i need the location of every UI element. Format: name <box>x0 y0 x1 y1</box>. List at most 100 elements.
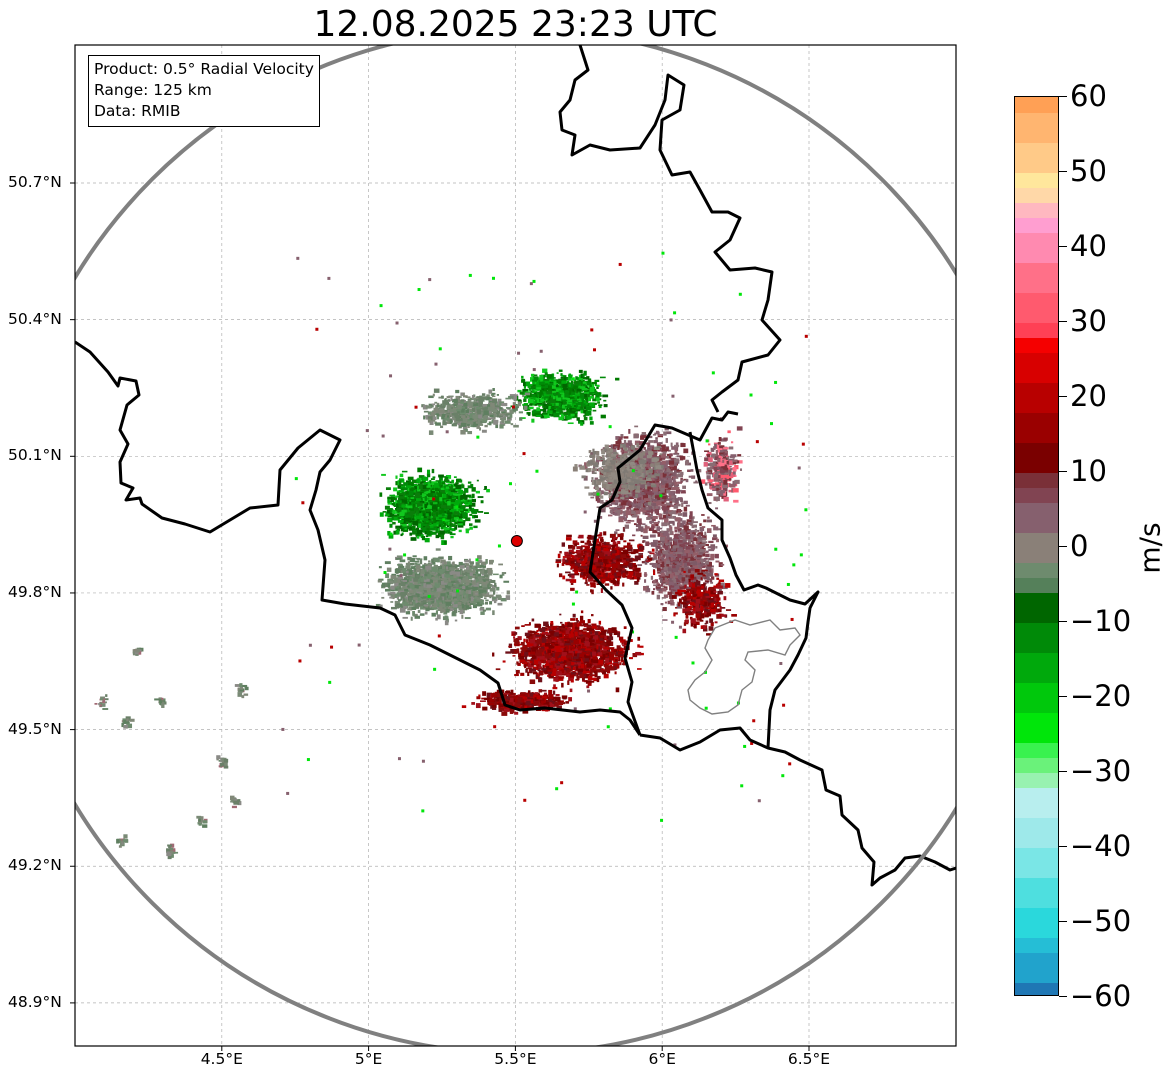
echo-cell <box>405 511 410 517</box>
echo-cell <box>458 570 462 574</box>
echo-cell <box>386 567 392 572</box>
echo-cell <box>482 584 487 588</box>
echo-cell <box>442 565 446 570</box>
echo-cell <box>428 395 434 399</box>
echo-cell <box>533 409 539 414</box>
echo-cell <box>445 601 452 606</box>
echo-cell <box>442 598 446 604</box>
echo-cell <box>478 397 484 402</box>
echo-cell <box>501 402 508 407</box>
echo-cell <box>441 540 447 546</box>
echo-cell <box>424 496 428 501</box>
echo-cell <box>467 430 473 435</box>
echo-cell <box>436 583 439 589</box>
echo-cell <box>473 602 476 605</box>
echo-cell <box>458 418 463 422</box>
echo-cell <box>405 503 408 508</box>
echo-cell <box>683 478 688 481</box>
echo-cell <box>442 585 448 587</box>
echo-cell <box>454 500 461 504</box>
echo-cell <box>490 394 495 396</box>
echo-cell <box>542 384 549 389</box>
echo-cell <box>403 517 410 522</box>
echo-cell <box>441 580 447 585</box>
echo-cell <box>413 613 418 617</box>
echo-cell <box>484 414 489 419</box>
echo-cell <box>530 377 534 382</box>
echo-cell <box>443 561 447 565</box>
echo-cell <box>480 409 485 413</box>
echo-cell <box>415 569 421 573</box>
echo-cell <box>452 517 456 523</box>
echo-cell <box>440 559 445 564</box>
echo-cell <box>585 406 592 411</box>
echo-cell <box>452 592 456 597</box>
echo-cell <box>393 577 398 583</box>
echo-cell <box>433 577 439 581</box>
echo-cell <box>451 413 457 416</box>
echo-cell <box>398 478 404 482</box>
echo-cell <box>426 516 432 521</box>
echo-cell <box>408 594 413 597</box>
echo-cell <box>447 481 453 484</box>
echo-cell <box>444 615 448 621</box>
echo-cell <box>673 452 680 455</box>
echo-cell <box>415 598 418 603</box>
echo-cell <box>387 592 393 596</box>
echo-cell <box>646 465 652 470</box>
echo-cell <box>446 512 453 515</box>
echo-cell <box>676 455 682 458</box>
echo-cell <box>391 502 395 506</box>
echo-cell <box>471 407 476 411</box>
echo-cell <box>432 393 435 397</box>
echo-cell <box>536 387 541 390</box>
echo-cell <box>403 604 408 609</box>
echo-cell <box>548 385 552 391</box>
echo-cell <box>438 556 444 560</box>
echo-cell <box>421 604 426 609</box>
echo-cell <box>437 532 442 538</box>
echo-cell <box>558 369 563 372</box>
echo-cell <box>580 409 586 414</box>
echo-cell <box>487 404 492 410</box>
echo-cell <box>401 499 408 504</box>
echo-cell <box>477 496 484 498</box>
echo-cell <box>465 576 469 581</box>
echo-cell <box>452 495 455 499</box>
echo-cell <box>414 484 419 490</box>
echo-cell <box>405 575 412 579</box>
echo-cell <box>538 409 545 412</box>
echo-cell <box>468 399 472 402</box>
echo-cell <box>467 494 472 498</box>
echo-cell <box>483 574 488 578</box>
echo-cell <box>523 384 526 389</box>
echo-cell <box>449 605 455 608</box>
echo-cell <box>587 394 590 399</box>
echo-cell <box>416 513 421 518</box>
echo-cell <box>396 555 403 560</box>
echo-cell <box>467 424 470 426</box>
echo-cell <box>468 579 472 583</box>
echo-cell <box>403 584 406 590</box>
echo-cell <box>476 396 482 399</box>
echo-cell <box>496 394 499 396</box>
echo-cell <box>407 498 411 502</box>
echo-cell <box>399 485 406 488</box>
echo-cell <box>597 401 601 404</box>
echo-cell <box>419 513 423 517</box>
echo-cell <box>426 473 431 478</box>
echo-cell <box>467 419 473 425</box>
echo-cell <box>430 580 433 584</box>
echo-cell <box>387 500 393 505</box>
echo-cell <box>446 528 451 533</box>
echo-cell <box>408 527 413 531</box>
echo-cell <box>485 591 488 594</box>
echo-cell <box>578 397 585 401</box>
echo-cell <box>486 567 493 571</box>
echo-cell <box>411 518 415 521</box>
echo-cell <box>519 417 523 421</box>
echo-cell <box>454 524 458 530</box>
echo-cell <box>407 608 413 611</box>
echo-cell <box>423 415 426 420</box>
